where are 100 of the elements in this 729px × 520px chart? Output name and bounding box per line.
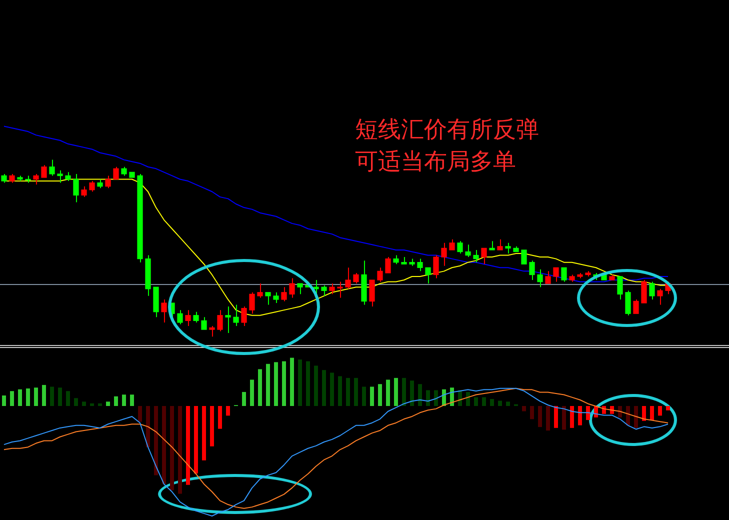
- candlestick: [41, 164, 47, 178]
- candlestick: [265, 292, 271, 306]
- candlestick: [457, 240, 463, 254]
- bar: [306, 361, 310, 406]
- bar: [538, 406, 542, 428]
- bar: [434, 390, 438, 406]
- bar: [570, 406, 574, 428]
- bar: [322, 370, 326, 406]
- bar: [578, 406, 582, 426]
- candlestick: [537, 268, 543, 288]
- candlestick: [617, 276, 623, 300]
- bar: [274, 362, 278, 406]
- bar: [642, 406, 646, 421]
- bar: [170, 406, 174, 490]
- candlestick: [545, 270, 551, 284]
- bar: [138, 406, 142, 422]
- text: 短线汇价有所反弹: [355, 116, 539, 145]
- candlestick: [49, 159, 55, 176]
- candlestick: [321, 284, 327, 296]
- candlestick: [385, 256, 391, 274]
- bar: [82, 402, 86, 406]
- bar: [58, 388, 62, 406]
- bar: [418, 384, 422, 406]
- candlestick: [289, 278, 295, 298]
- candlestick: [89, 180, 95, 192]
- bar: [18, 389, 22, 406]
- bar: [506, 402, 510, 406]
- annotation: 可适当布局多单: [355, 148, 517, 177]
- candlestick: [657, 288, 663, 306]
- bar: [314, 366, 318, 406]
- bar: [10, 391, 14, 406]
- bar: [618, 406, 622, 418]
- bar: [210, 406, 214, 446]
- bar: [146, 406, 150, 448]
- bar: [378, 384, 382, 406]
- bar: [282, 361, 286, 406]
- candlestick: [329, 283, 335, 295]
- candlestick: [441, 242, 447, 266]
- candlestick: [177, 310, 183, 325]
- bar: [98, 403, 102, 406]
- bar: [74, 398, 78, 406]
- candlestick: [33, 173, 39, 186]
- candlestick: [257, 283, 263, 298]
- candlestick: [105, 175, 111, 189]
- bar: [554, 406, 558, 428]
- candlestick: [417, 258, 423, 272]
- bar: [202, 406, 206, 460]
- bar: [122, 394, 126, 406]
- bar: [66, 391, 70, 406]
- candlestick: [481, 248, 487, 265]
- bar: [410, 380, 414, 406]
- bar: [658, 406, 662, 416]
- bar: [242, 392, 246, 406]
- candlestick: [217, 310, 223, 332]
- bar: [26, 388, 30, 406]
- bar: [562, 406, 566, 430]
- candlestick: [73, 173, 79, 203]
- bar: [522, 406, 526, 412]
- bar: [466, 392, 470, 406]
- candlestick: [209, 325, 215, 338]
- bar: [586, 406, 590, 420]
- bar: [346, 378, 350, 406]
- candlestick: [521, 249, 527, 265]
- candlestick: [345, 267, 351, 290]
- bar: [530, 406, 534, 420]
- bar: [626, 406, 630, 426]
- candlestick: [377, 267, 383, 282]
- bar: [338, 376, 342, 406]
- candlestick: [433, 254, 439, 279]
- bar: [226, 406, 230, 416]
- bar: [474, 397, 478, 406]
- bar: [106, 402, 110, 406]
- bar: [114, 396, 118, 406]
- bar: [394, 378, 398, 406]
- candlestick: [561, 267, 567, 282]
- candlestick: [633, 298, 639, 314]
- candlestick: [185, 310, 191, 326]
- bar: [90, 403, 94, 406]
- candlestick: [529, 260, 535, 281]
- bar: [258, 369, 262, 406]
- bar: [34, 388, 38, 406]
- bar: [42, 384, 46, 406]
- bar: [354, 378, 358, 406]
- candlestick: [425, 267, 431, 284]
- bar: [666, 406, 670, 410]
- candlestick: [553, 267, 559, 282]
- bar: [298, 360, 302, 406]
- bar: [330, 372, 334, 406]
- bar: [218, 406, 222, 429]
- candlestick: [193, 311, 199, 323]
- candlestick: [649, 281, 655, 300]
- candlestick: [465, 244, 471, 258]
- candlestick: [449, 238, 455, 250]
- candlestick: [281, 286, 287, 302]
- candlestick: [473, 249, 479, 263]
- candlestick: [113, 166, 119, 180]
- candlestick: [625, 290, 631, 316]
- bar: [2, 395, 6, 406]
- bar: [650, 406, 654, 420]
- candlestick: [161, 298, 167, 323]
